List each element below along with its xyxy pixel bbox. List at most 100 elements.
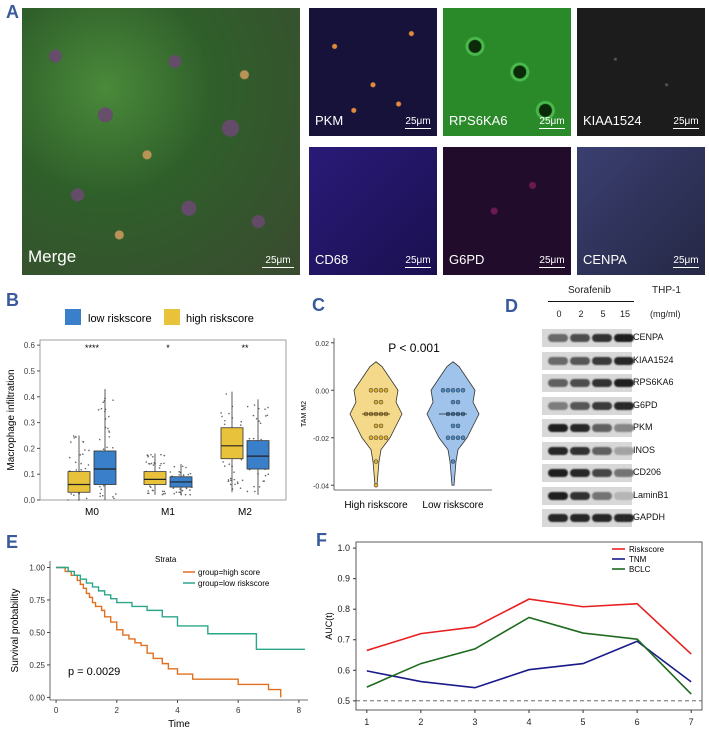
jitter-point (67, 499, 69, 501)
western-blot: Sorafenib THP-1 (mg/ml) 0 2 5 15 CENPA KIAA1… (540, 285, 700, 527)
panel-label-f: F (316, 530, 327, 550)
jitter-point (253, 485, 255, 488)
blot-band (614, 379, 634, 387)
jitter-point (150, 462, 153, 465)
jitter-point (73, 437, 75, 439)
jitter-point (228, 463, 231, 466)
data-point (460, 435, 466, 440)
jitter-point (260, 438, 262, 441)
jitter-point (169, 471, 172, 473)
data-point (440, 388, 446, 393)
jitter-point (84, 467, 87, 470)
data-point (368, 435, 374, 440)
jitter-point (102, 484, 105, 487)
dose-label: 5 (600, 309, 606, 319)
scale-line (539, 267, 565, 268)
blot-band (548, 469, 568, 477)
chart-e: 0.00 0.25 0.50 0.75 1.00 0 2 4 6 8 Time Survival pr… (10, 555, 308, 730)
jitter-point (258, 420, 260, 422)
jitter-point (68, 456, 71, 459)
scale-bar: 25μm (539, 255, 565, 268)
blot-band (570, 469, 590, 477)
y-tick-label: 0.02 (315, 341, 329, 348)
y-tick-label: 0.00 (315, 388, 329, 395)
y-tick-label: 0.5 (337, 696, 350, 706)
jitter-point (152, 464, 155, 466)
scale-line (405, 128, 431, 129)
jitter-point (80, 462, 82, 465)
cell-label: THP-1 (652, 285, 681, 296)
jitter-point (187, 473, 190, 476)
jitter-point (162, 493, 165, 495)
merge-texture (22, 8, 300, 275)
data-point (373, 423, 379, 429)
blot-label: CENPA (633, 332, 664, 342)
scale-bar-merge: 25μm (262, 255, 294, 268)
data-point (378, 388, 384, 393)
jitter-point (234, 483, 236, 486)
significance-label: **** (85, 343, 100, 353)
blot-label: CD206 (633, 467, 662, 477)
data-point (378, 435, 384, 440)
jitter-point (98, 438, 101, 441)
y-tick-label: 0.4 (24, 393, 36, 402)
blot-band (592, 446, 612, 455)
legend-swatch-high (164, 309, 180, 325)
jitter-point (236, 481, 239, 483)
jitter-point (147, 454, 149, 457)
jitter-point (102, 401, 105, 404)
jitter-point (147, 490, 150, 492)
x-tick-label: 6 (635, 717, 640, 727)
scale-line (673, 128, 699, 129)
blot-band (614, 514, 634, 522)
jitter-point (161, 490, 164, 493)
jitter-point (253, 404, 256, 406)
legend-label: Riskscore (629, 545, 665, 554)
jitter-point (229, 477, 232, 480)
y-axis-label: AUC(t) (324, 612, 334, 640)
blot-band (570, 424, 590, 432)
blot-band (592, 514, 612, 522)
x-tick-label: 8 (297, 706, 302, 715)
blot-label: RPS6KA6 (633, 377, 674, 387)
jitter-point (175, 491, 178, 493)
significance-label: * (166, 343, 170, 353)
tile-g6pd: G6PD 25μm (443, 147, 571, 275)
jitter-point (220, 412, 222, 414)
jitter-point (189, 489, 191, 491)
x-axis-label: Time (168, 719, 190, 730)
violin (426, 361, 480, 486)
scale-text: 25μm (405, 255, 431, 266)
auc-line (366, 598, 692, 655)
box (246, 440, 270, 470)
scale-text: 25μm (265, 255, 291, 266)
y-tick-label: 1.00 (29, 563, 45, 572)
jitter-point (148, 463, 151, 465)
scale-text: 25μm (673, 255, 699, 266)
jitter-point (108, 436, 111, 438)
tile-label: CENPA (583, 252, 627, 267)
y-tick-label: -0.04 (313, 483, 329, 490)
x-tick-label: 2 (418, 717, 423, 727)
scale-bar: 25μm (673, 116, 699, 129)
box (220, 427, 244, 460)
data-point (373, 435, 379, 440)
blot-label: PKM (633, 422, 653, 432)
jitter-point (224, 419, 226, 422)
panel-label-d: D (505, 296, 518, 316)
legend-swatch-low (65, 309, 81, 325)
x-tick-label: 4 (175, 706, 180, 715)
scale-bar: 25μm (539, 116, 565, 129)
y-tick-label: 0.2 (24, 444, 36, 453)
jitter-point (75, 469, 78, 471)
y-tick-label: 0.9 (337, 574, 350, 584)
blot-band (592, 356, 612, 365)
blot-band (548, 379, 568, 387)
jitter-point (145, 461, 148, 463)
blot-label: GAPDH (633, 512, 666, 522)
jitter-point (225, 393, 228, 395)
jitter-point (236, 482, 239, 485)
jitter-point (112, 496, 114, 498)
jitter-point (223, 465, 226, 467)
box (67, 471, 91, 493)
